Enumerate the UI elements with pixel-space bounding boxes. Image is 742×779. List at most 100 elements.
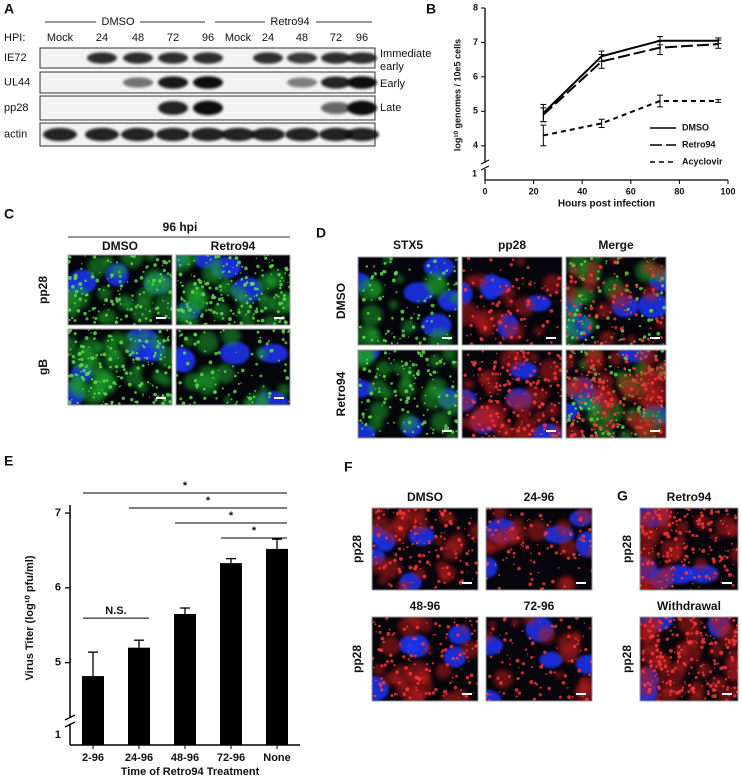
stain-speck xyxy=(671,529,673,531)
stain-speck xyxy=(490,317,494,321)
stain-speck xyxy=(429,373,432,376)
stain-speck xyxy=(277,310,280,313)
stain-speck xyxy=(378,631,381,634)
stain-speck xyxy=(658,412,659,413)
stain-speck xyxy=(186,305,189,308)
stain-speck xyxy=(667,670,669,672)
stain-speck xyxy=(379,430,381,432)
stain-speck xyxy=(120,284,123,287)
stain-speck xyxy=(388,561,391,564)
stain-speck xyxy=(471,269,472,270)
stain-speck xyxy=(445,547,446,548)
stain-speck xyxy=(579,406,582,409)
stain-speck xyxy=(74,340,77,343)
stain-speck xyxy=(414,532,417,535)
stain-speck xyxy=(676,633,679,636)
stain-speck xyxy=(594,407,595,408)
stain-blob xyxy=(472,273,487,288)
stain-speck xyxy=(501,314,504,317)
stain-speck xyxy=(522,283,523,284)
stain-speck xyxy=(471,315,474,318)
stain-speck xyxy=(544,285,545,286)
stain-speck xyxy=(406,625,408,627)
stain-speck xyxy=(394,272,398,276)
stain-speck xyxy=(652,551,653,552)
stain-speck xyxy=(597,341,599,343)
stain-speck xyxy=(466,649,468,651)
stain-speck xyxy=(414,520,416,522)
stain-speck xyxy=(685,683,687,685)
stain-speck xyxy=(118,271,120,273)
stain-speck xyxy=(212,311,215,314)
stain-speck xyxy=(260,355,263,358)
stain-speck xyxy=(371,339,373,341)
stain-speck xyxy=(440,535,443,538)
stain-speck xyxy=(669,694,671,696)
stain-speck xyxy=(693,576,696,579)
blot-band xyxy=(193,76,223,89)
stain-speck xyxy=(637,407,640,410)
stain-speck xyxy=(573,645,576,648)
stain-speck xyxy=(215,397,217,399)
stain-speck xyxy=(701,685,703,687)
stain-speck xyxy=(427,264,430,267)
micrograph xyxy=(159,326,291,415)
stain-speck xyxy=(713,659,716,662)
stain-speck xyxy=(167,272,170,275)
stain-speck xyxy=(592,300,595,303)
stain-speck xyxy=(273,296,275,298)
stain-speck xyxy=(261,293,263,295)
stain-speck xyxy=(732,619,735,622)
stain-speck xyxy=(136,352,139,355)
stain-speck xyxy=(139,293,141,295)
stain-speck xyxy=(444,648,447,651)
stain-speck xyxy=(359,384,362,387)
stain-speck xyxy=(189,403,190,404)
stain-speck xyxy=(701,549,705,553)
stain-speck xyxy=(103,304,104,305)
stain-speck xyxy=(366,359,368,361)
stain-speck xyxy=(607,404,610,407)
stain-speck xyxy=(204,281,205,282)
stain-speck xyxy=(409,644,410,645)
stain-speck xyxy=(676,547,678,549)
stain-speck xyxy=(524,527,526,529)
stain-speck xyxy=(661,581,663,583)
stain-speck xyxy=(400,310,404,314)
panel-label: E xyxy=(4,453,13,469)
stain-speck xyxy=(656,656,659,659)
stain-speck xyxy=(569,275,572,278)
stain-speck xyxy=(455,259,457,261)
stain-speck xyxy=(427,364,428,365)
bar xyxy=(220,563,242,745)
stain-speck xyxy=(412,543,414,545)
stain-speck xyxy=(699,548,701,550)
stain-speck xyxy=(515,278,518,281)
stain-speck xyxy=(74,294,77,297)
stain-speck xyxy=(253,317,255,319)
stain-speck xyxy=(583,635,584,636)
stain-speck xyxy=(393,390,396,393)
stain-speck xyxy=(606,334,607,335)
stain-speck xyxy=(558,432,561,435)
stain-speck xyxy=(585,299,586,300)
stain-speck xyxy=(417,317,420,320)
stain-speck xyxy=(545,673,547,675)
stain-speck xyxy=(657,699,658,700)
stain-speck xyxy=(669,649,673,653)
stain-speck xyxy=(507,401,509,403)
stain-speck xyxy=(93,396,95,398)
stain-speck xyxy=(553,419,555,421)
stain-speck xyxy=(396,557,397,558)
stain-speck xyxy=(544,532,546,534)
panel-label: B xyxy=(426,1,436,17)
stain-blob xyxy=(428,328,452,352)
stain-blob xyxy=(395,275,403,283)
stain-speck xyxy=(132,358,135,361)
stain-speck xyxy=(148,280,149,281)
stain-speck xyxy=(676,554,677,555)
stain-speck xyxy=(498,574,500,576)
stain-speck xyxy=(726,525,728,527)
stain-speck xyxy=(520,318,523,321)
stain-speck xyxy=(706,682,709,685)
